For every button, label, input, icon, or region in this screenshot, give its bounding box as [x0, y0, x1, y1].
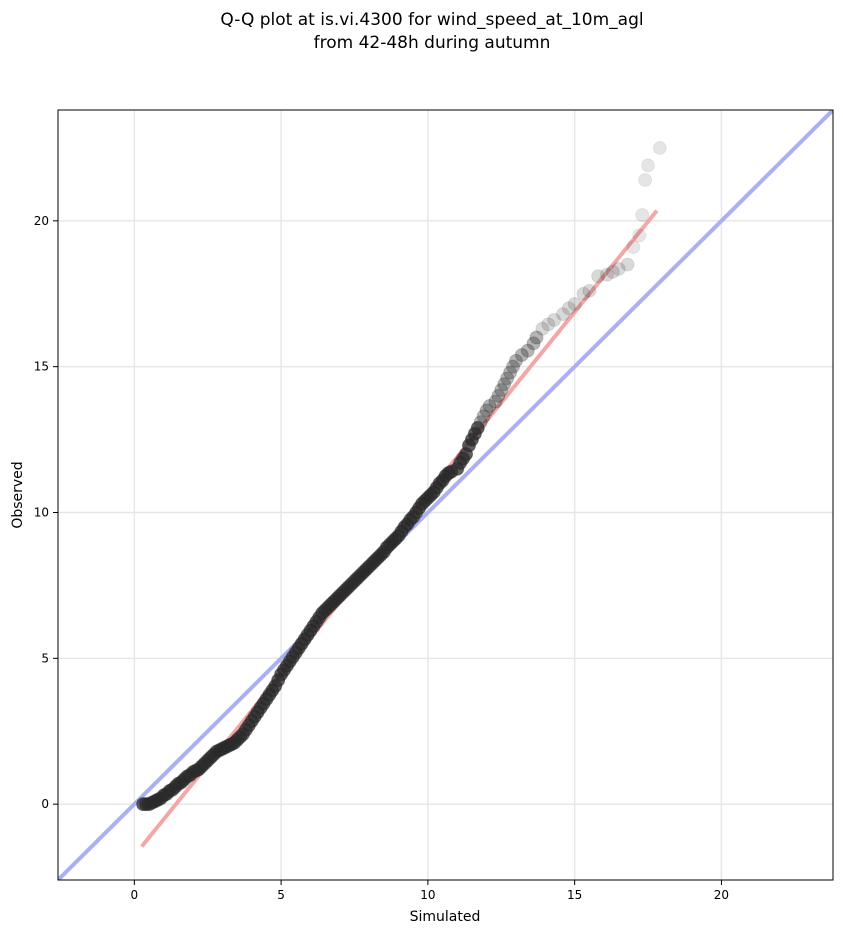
data-point [561, 301, 576, 316]
data-point [503, 365, 518, 380]
x-tick-label: 5 [277, 888, 285, 902]
data-point [520, 343, 535, 358]
chart-title-line-2: from 42-48h during autumn [314, 33, 551, 53]
data-point [591, 269, 606, 284]
x-tick-label: 0 [131, 888, 139, 902]
data-point [605, 264, 620, 279]
chart-title-line-1: Q-Q plot at is.vi.4300 for wind_speed_at… [220, 10, 643, 30]
data-point [541, 317, 556, 332]
data-point [576, 286, 591, 301]
y-tick-label: 15 [34, 360, 49, 374]
y-axis-label: Observed [10, 461, 26, 528]
data-point [620, 257, 635, 272]
data-point [632, 228, 647, 243]
data-point [506, 359, 521, 374]
data-point [567, 296, 582, 311]
data-point [497, 377, 512, 392]
data-point [652, 140, 667, 155]
data-point [638, 173, 653, 187]
data-point [582, 283, 597, 298]
y-tick-label: 20 [34, 214, 49, 228]
axis-ticks: 0 5 10 15 20 0 5 10 15 20 [34, 214, 729, 902]
data-point [514, 348, 529, 362]
data-point [529, 330, 544, 345]
data-point [491, 388, 506, 403]
one-to-one-line [58, 110, 833, 880]
y-tick-label: 10 [34, 506, 49, 520]
data-point [547, 313, 562, 327]
data-point [611, 261, 626, 276]
y-tick-label: 0 [41, 797, 49, 811]
x-tick-label: 10 [420, 888, 435, 902]
reference-lines [58, 110, 833, 880]
data-point [488, 394, 503, 409]
data-points [136, 140, 667, 812]
x-tick-label: 15 [567, 888, 582, 902]
data-point [635, 208, 650, 222]
grid-lines [58, 110, 833, 880]
x-axis-label: Simulated [410, 909, 481, 925]
data-point [526, 336, 541, 351]
data-point [641, 158, 656, 173]
data-point [599, 267, 614, 282]
data-point [482, 399, 497, 414]
y-tick-label: 5 [41, 651, 49, 665]
data-point [626, 240, 641, 255]
x-tick-label: 20 [714, 888, 729, 902]
data-point [555, 307, 570, 322]
data-point [494, 383, 509, 397]
data-point [500, 371, 515, 386]
data-point [535, 321, 550, 336]
plot-frame [57, 109, 834, 881]
data-point [473, 415, 488, 430]
data-point [479, 403, 494, 418]
data-point [508, 353, 523, 368]
data-point [476, 409, 491, 424]
data-point [470, 420, 485, 435]
